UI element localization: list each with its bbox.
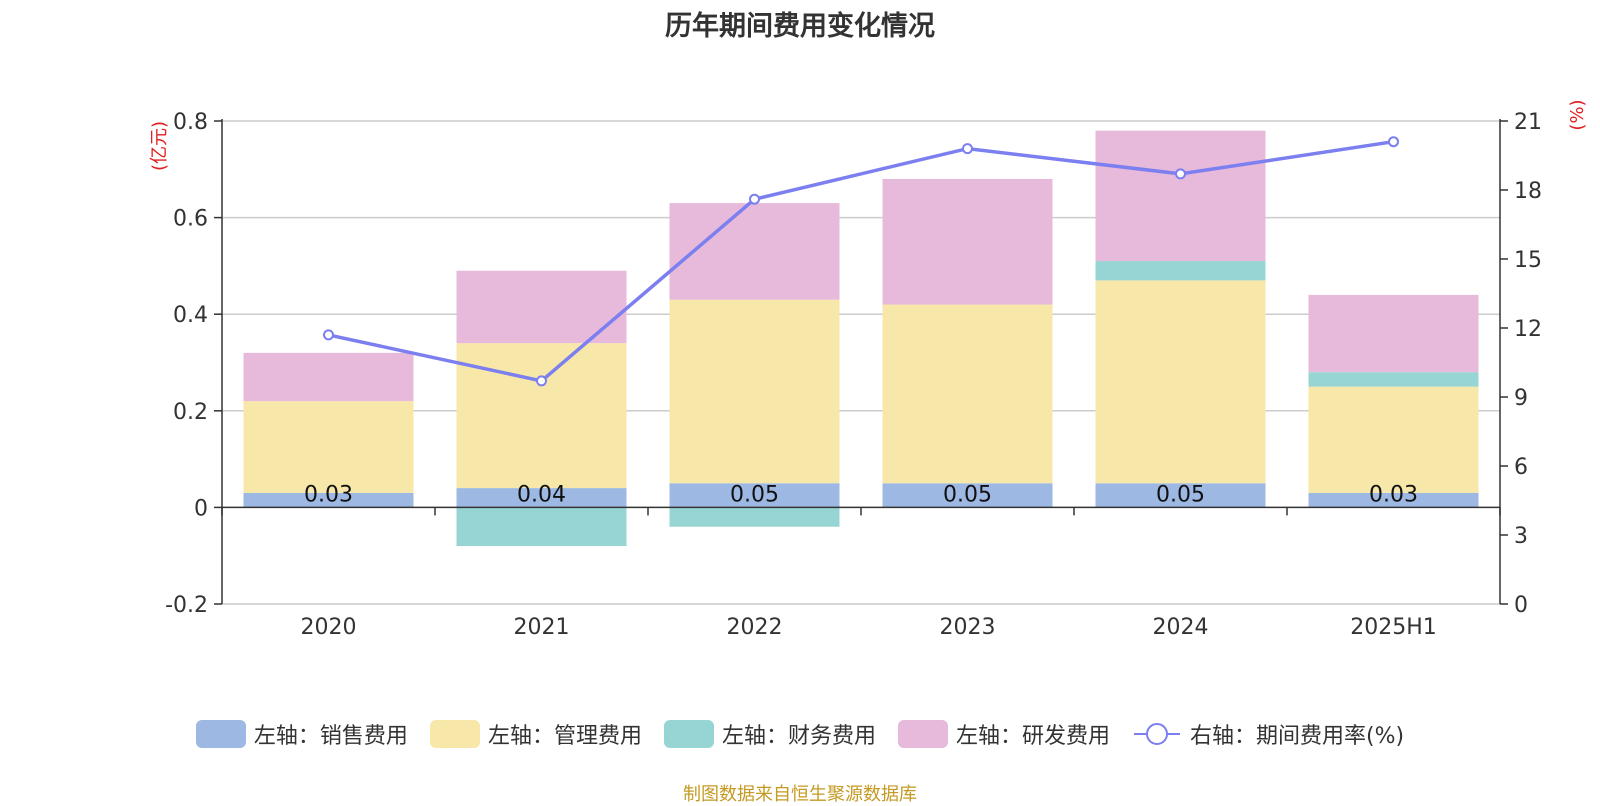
legend-item-3[interactable]: 左轴：财务费用: [663, 718, 876, 750]
y-right-tick-label: 18: [1514, 179, 1542, 204]
y-left-tick-label: -0.2: [165, 593, 208, 618]
bar-series4-2020: [243, 352, 414, 402]
bar-series2-2022: [669, 299, 840, 484]
bar-series3-2021: [456, 507, 627, 547]
line-point-2023: [962, 143, 973, 155]
legend-swatch: [663, 720, 714, 748]
y-right-tick-label: 21: [1514, 110, 1542, 135]
legend-item-4[interactable]: 左轴：研发费用: [897, 718, 1110, 750]
chart-title: 历年期间费用变化情况: [665, 11, 935, 42]
legend-label: 左轴：销售费用: [253, 724, 408, 749]
y-right-tick-label: 6: [1514, 455, 1528, 480]
data-label-2025H1: 0.03: [1369, 482, 1418, 507]
bar-series1-2022: [669, 483, 840, 508]
data-label-2023: 0.05: [943, 482, 992, 507]
bar-series2-2021: [456, 343, 627, 489]
line-point-2024: [1175, 168, 1186, 180]
bar-series1-2024: [1095, 483, 1266, 508]
bar-series1-2020: [243, 492, 414, 508]
y-right-tick-label: 9: [1514, 386, 1528, 411]
bar-series4-2024: [1095, 130, 1266, 262]
bar-series3-2022: [669, 507, 840, 527]
line-period-expense-rate: [328, 139, 1394, 383]
data-label-2020: 0.03: [304, 482, 353, 507]
legend-label: 右轴：期间费用率(%): [1189, 724, 1405, 749]
bar-series3-2024: [1095, 261, 1266, 281]
line-point-2021: [536, 375, 547, 387]
legend-swatch: [897, 720, 948, 748]
bar-series4-2025H1: [1308, 294, 1479, 373]
bar-series1-2025H1: [1308, 492, 1479, 508]
line-point-2020: [323, 329, 334, 341]
y-left-axis-label: (亿元): [149, 121, 170, 171]
bar-series2-2023: [882, 304, 1053, 484]
legend-label: 左轴：财务费用: [721, 724, 876, 749]
bar-series2-2025H1: [1308, 386, 1479, 493]
y-left-tick-label: 0.2: [173, 400, 208, 425]
bar-series1-2023: [882, 483, 1053, 508]
bar-series4-2023: [882, 178, 1053, 305]
bar-series2-2024: [1095, 280, 1266, 484]
y-right-tick-label: 12: [1514, 317, 1542, 342]
legend-item-2[interactable]: 左轴：管理费用: [429, 718, 642, 750]
data-source-note: 制图数据来自恒生聚源数据库: [683, 784, 917, 805]
legend-label: 左轴：管理费用: [487, 724, 642, 749]
y-left-tick-label: 0.4: [173, 303, 208, 328]
y-left-tick-label: 0: [194, 496, 208, 521]
x-tick-label: 2022: [727, 615, 783, 640]
bar-series4-2022: [669, 203, 840, 300]
chart-plot: -0.2 0 0.2 0.4 0.6 0.8 0 3 6 9 12 15 18 21 (亿元) (%) 2020…: [149, 99, 1588, 640]
bar-series3-2025H1: [1308, 372, 1479, 387]
bar-series2-2020: [243, 401, 414, 493]
y-right-tick-label: 15: [1514, 248, 1542, 273]
bar-series1-2021: [456, 488, 627, 508]
x-tick-label: 2025H1: [1350, 615, 1437, 640]
legend-label: 左轴：研发费用: [955, 724, 1110, 749]
line-point-2022: [749, 193, 760, 205]
data-label-2024: 0.05: [1156, 482, 1205, 507]
y-right-tick-label: 3: [1514, 524, 1528, 549]
legend-item-5[interactable]: 右轴：期间费用率(%): [1132, 718, 1404, 750]
legend-item-1[interactable]: 左轴：销售费用: [195, 718, 408, 750]
y-left-tick-label: 0.6: [173, 207, 208, 232]
x-tick-label: 2021: [514, 615, 570, 640]
x-tick-label: 2020: [301, 615, 357, 640]
x-tick-label: 2024: [1153, 615, 1209, 640]
data-label-2021: 0.04: [517, 482, 566, 507]
legend-line-marker: [1133, 723, 1180, 745]
legend-swatch: [195, 720, 246, 748]
legend: 左轴：销售费用 左轴：管理费用 左轴：财务费用 左轴：研发费用 右轴：期间费用率(%): [0, 718, 1600, 750]
legend-swatch: [429, 720, 480, 748]
y-right-axis-label: (%): [1567, 99, 1588, 130]
y-left-tick-label: 0.8: [173, 110, 208, 135]
x-tick-label: 2023: [940, 615, 996, 640]
data-label-2022: 0.05: [730, 482, 779, 507]
y-right-tick-label: 0: [1514, 593, 1528, 618]
line-point-2025H1: [1388, 136, 1399, 148]
